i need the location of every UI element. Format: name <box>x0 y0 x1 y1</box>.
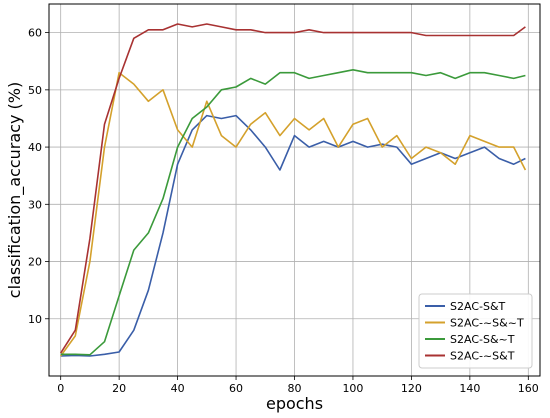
x-tick-label: 0 <box>57 382 64 395</box>
legend-label: S2AC-S&~T <box>450 333 515 346</box>
series-line-3 <box>60 23 526 354</box>
x-ticks: 0 20 40 60 80 100 120 140 160 <box>57 376 539 395</box>
legend: S2AC-S&T S2AC-~S&~T S2AC-S&~T S2AC-~S&T <box>418 293 533 369</box>
y-tick-label: 20 <box>28 256 42 269</box>
x-tick-label: 160 <box>518 382 539 395</box>
x-tick-label: 40 <box>171 382 185 395</box>
x-tick-label: 120 <box>401 382 422 395</box>
series-lines <box>60 23 527 357</box>
y-tick-label: 40 <box>28 141 42 154</box>
y-tick-label: 30 <box>28 198 42 211</box>
legend-label: S2AC-S&T <box>450 300 506 313</box>
y-axis-label: classification_accuracy (%) <box>5 82 25 298</box>
x-axis-label: epochs <box>266 394 323 413</box>
legend-label: S2AC-~S&T <box>450 350 515 363</box>
x-tick-label: 140 <box>459 382 480 395</box>
x-tick-label: 100 <box>342 382 363 395</box>
y-ticks: 10 20 30 40 50 60 <box>28 27 49 326</box>
series-line-0 <box>60 114 526 357</box>
y-tick-label: 60 <box>28 27 42 40</box>
x-tick-label: 80 <box>288 382 302 395</box>
series-line-2 <box>60 69 526 356</box>
legend-box <box>418 293 533 369</box>
x-tick-label: 20 <box>112 382 126 395</box>
y-tick-label: 50 <box>28 84 42 97</box>
x-tick-label: 60 <box>229 382 243 395</box>
series-line-1 <box>60 71 527 357</box>
y-tick-label: 10 <box>28 313 42 326</box>
legend-label: S2AC-~S&~T <box>450 317 524 330</box>
